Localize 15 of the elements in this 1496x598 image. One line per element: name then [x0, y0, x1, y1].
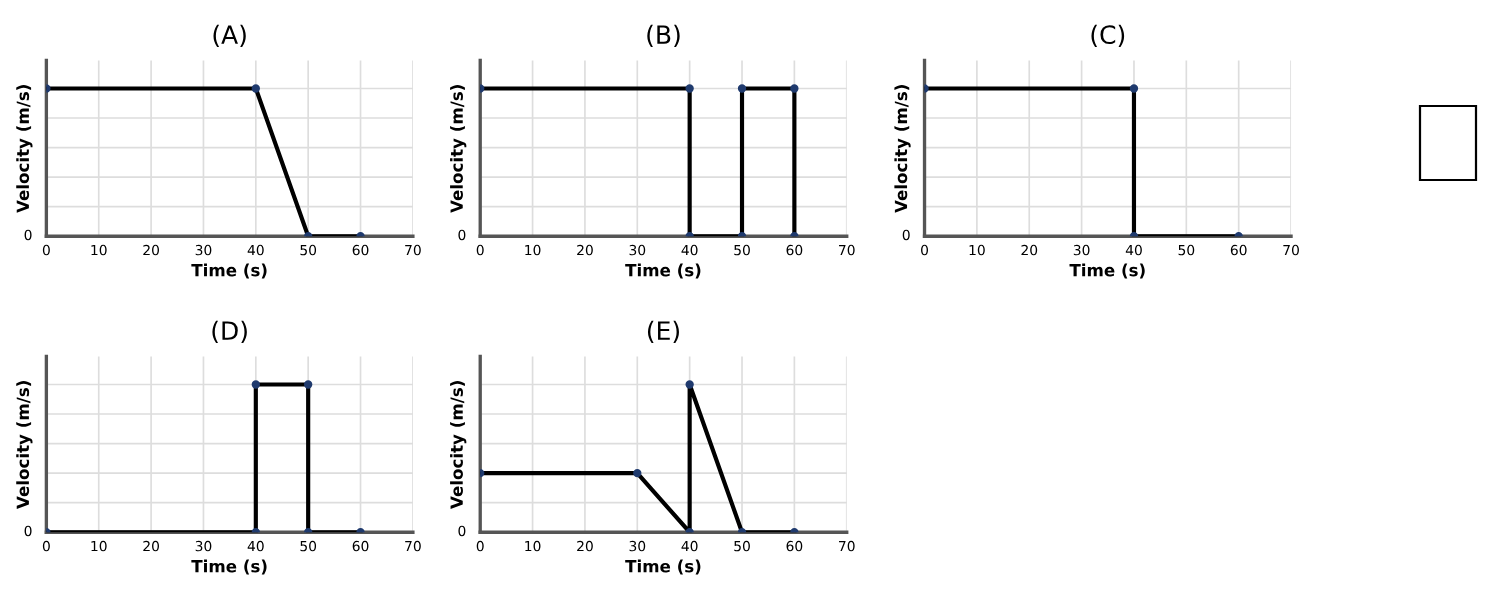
y-axis-title: Velocity (m/s)	[16, 381, 33, 509]
chart-title: (A)	[213, 24, 246, 48]
y-axis-title: Velocity (m/s)	[894, 85, 911, 213]
x-axis-title: Time (s)	[625, 263, 701, 279]
chart-title: (E)	[647, 320, 679, 344]
x-axis-title: Time (s)	[1069, 263, 1145, 279]
chart-title: (B)	[647, 24, 680, 48]
chart-title: (D)	[212, 320, 247, 344]
x-axis-title: Time (s)	[625, 559, 701, 575]
y-axis-title: Velocity (m/s)	[450, 381, 467, 509]
y-axis-title: Velocity (m/s)	[450, 85, 467, 213]
x-axis-title: Time (s)	[191, 263, 267, 279]
x-axis-title: Time (s)	[191, 559, 267, 575]
chart-title: (C)	[1091, 24, 1125, 48]
y-axis-title: Velocity (m/s)	[16, 85, 33, 213]
